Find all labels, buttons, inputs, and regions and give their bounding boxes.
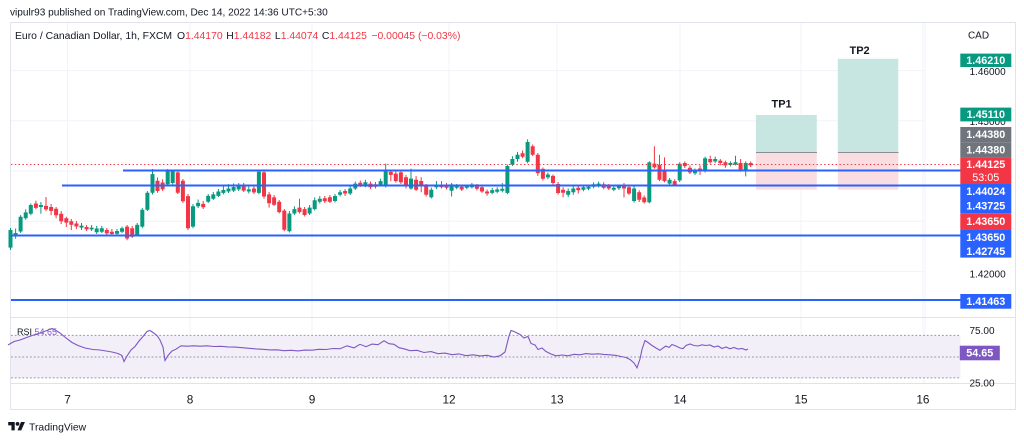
svg-text:1.46000: 1.46000 [970, 67, 1007, 78]
svg-text:1.44380: 1.44380 [966, 145, 1005, 157]
svg-text:15: 15 [794, 393, 808, 407]
svg-text:CAD: CAD [968, 31, 989, 42]
svg-text:1.41463: 1.41463 [966, 296, 1005, 308]
svg-text:1.43650: 1.43650 [966, 232, 1005, 244]
svg-text:1.42745: 1.42745 [966, 246, 1005, 258]
svg-text:8: 8 [187, 393, 194, 407]
svg-text:1.43650: 1.43650 [966, 216, 1005, 228]
svg-text:1.45000: 1.45000 [970, 117, 1007, 128]
svg-text:1.44125: 1.44125 [966, 159, 1005, 171]
svg-text:TP1: TP1 [772, 99, 792, 111]
svg-text:25.00: 25.00 [970, 378, 995, 389]
svg-text:16: 16 [916, 393, 930, 407]
svg-text:14: 14 [673, 393, 687, 407]
svg-text:13: 13 [550, 393, 564, 407]
svg-text:54.65: 54.65 [966, 348, 993, 360]
svg-text:TradingView: TradingView [29, 423, 87, 434]
svg-text:1.45110: 1.45110 [967, 109, 1005, 121]
svg-text:TP2: TP2 [850, 45, 870, 57]
svg-text:vipulr93 published on TradingV: vipulr93 published on TradingView.com, D… [10, 8, 328, 19]
svg-text:9: 9 [309, 393, 316, 407]
svg-text:RSI 54.65: RSI 54.65 [17, 327, 57, 337]
svg-text:Euro / Canadian Dollar, 1h, FX: Euro / Canadian Dollar, 1h, FXCM O1.4417… [15, 31, 460, 42]
svg-text:1.44380: 1.44380 [966, 129, 1005, 141]
svg-text:1.44024: 1.44024 [966, 186, 1005, 198]
svg-text:1.42000: 1.42000 [970, 270, 1007, 281]
svg-text:1.43725: 1.43725 [966, 201, 1005, 213]
svg-text:12: 12 [442, 393, 455, 407]
svg-text:7: 7 [64, 393, 71, 407]
svg-text:75.00: 75.00 [970, 326, 995, 337]
svg-text:1.46210: 1.46210 [966, 55, 1005, 67]
svg-text:53:05: 53:05 [972, 172, 999, 184]
